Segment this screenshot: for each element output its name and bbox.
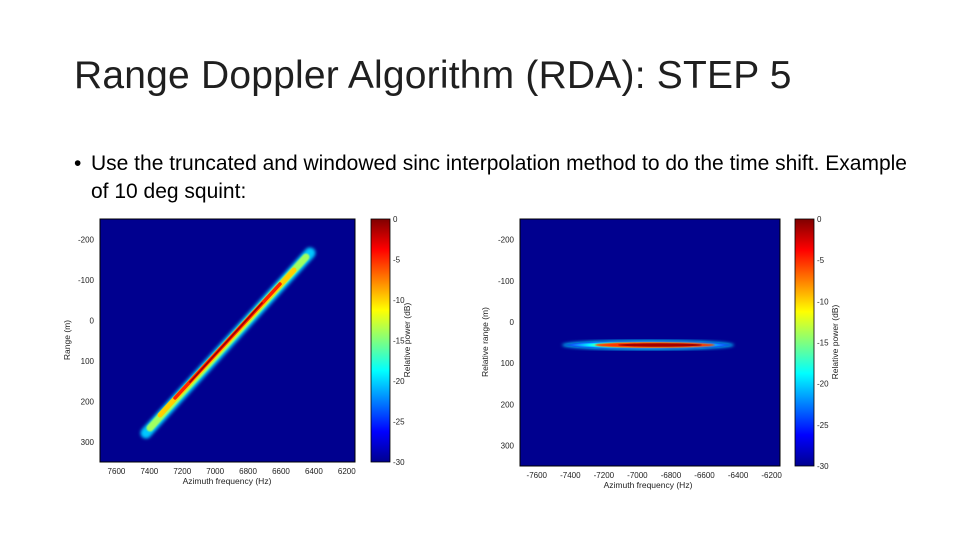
right-y-tick-label: 200 bbox=[501, 400, 515, 409]
right-colorbar bbox=[794, 218, 815, 467]
left-x-tick-label: 7400 bbox=[140, 467, 158, 476]
right-colorbar-tick-label: -20 bbox=[817, 380, 829, 389]
left-colorbar-tick-label: -30 bbox=[393, 458, 405, 467]
right-y-label: Relative range (m) bbox=[480, 307, 490, 377]
right-colorbar-tick-label: -30 bbox=[817, 462, 829, 471]
right-x-tick-label: -6800 bbox=[661, 471, 682, 480]
left-y-tick-label: 0 bbox=[90, 316, 95, 325]
left-colorbar-ticks: 0 -5 -10 -15 -20 -25 -30 bbox=[393, 215, 405, 467]
right-x-ticks: -7600 -7400 -7200 -7000 -6800 -6600 -6400 -6200 bbox=[527, 471, 783, 480]
left-colorbar bbox=[370, 218, 391, 463]
left-y-tick-label: -100 bbox=[78, 276, 95, 285]
left-colorbar-tick-label: -15 bbox=[393, 337, 405, 346]
left-y-tick-label: 200 bbox=[81, 397, 95, 406]
left-colorbar-tick-label: -25 bbox=[393, 418, 405, 427]
right-x-tick-label: -7400 bbox=[560, 471, 581, 480]
right-y-tick-label: -100 bbox=[498, 277, 515, 286]
right-colorbar-ticks: 0 -5 -10 -15 -20 -25 -30 bbox=[817, 215, 829, 471]
left-y-tick-label: 100 bbox=[81, 357, 95, 366]
left-x-tick-label: 7000 bbox=[206, 467, 224, 476]
right-colorbar-tick-label: 0 bbox=[817, 215, 822, 224]
left-y-tick-label: 300 bbox=[81, 438, 95, 447]
right-x-tick-label: -6200 bbox=[761, 471, 782, 480]
left-colorbar-label: Relative power (dB) bbox=[402, 303, 412, 378]
right-x-tick-label: -7000 bbox=[627, 471, 648, 480]
left-x-tick-label: 6200 bbox=[338, 467, 356, 476]
right-colorbar-label: Relative power (dB) bbox=[830, 305, 840, 380]
right-colorbar-tick-label: -10 bbox=[817, 297, 829, 306]
left-x-tick-label: 6600 bbox=[272, 467, 290, 476]
left-y-ticks: -200 -100 0 100 200 300 bbox=[78, 235, 95, 447]
left-y-tick-label: -200 bbox=[78, 235, 95, 244]
right-colorbar-tick-label: -25 bbox=[817, 421, 829, 430]
slide-title: Range Doppler Algorithm (RDA): STEP 5 bbox=[74, 54, 792, 97]
left-x-tick-label: 7200 bbox=[173, 467, 191, 476]
left-x-ticks: 7600 7400 7200 7000 6800 6600 6400 6200 bbox=[108, 467, 357, 476]
right-y-tick-label: -200 bbox=[498, 236, 515, 245]
left-colorbar-tick-label: -5 bbox=[393, 256, 401, 265]
right-x-tick-label: -6600 bbox=[694, 471, 715, 480]
right-y-tick-label: 100 bbox=[501, 359, 515, 368]
left-colorbar-tick-label: -10 bbox=[393, 296, 405, 305]
right-y-ticks: -200 -100 0 100 200 300 bbox=[498, 236, 515, 451]
right-x-tick-label: -7600 bbox=[527, 471, 548, 480]
bullet-dot-icon: • bbox=[74, 152, 82, 175]
left-x-label: Azimuth frequency (Hz) bbox=[183, 476, 272, 486]
left-x-tick-label: 7600 bbox=[108, 467, 126, 476]
right-x-label: Azimuth frequency (Hz) bbox=[604, 480, 693, 490]
bullet-text: Use the truncated and windowed sinc inte… bbox=[91, 152, 907, 203]
right-x-tick-label: -7200 bbox=[594, 471, 615, 480]
left-y-label: Range (m) bbox=[62, 320, 72, 360]
right-y-tick-label: 0 bbox=[510, 318, 515, 327]
left-colorbar-tick-label: 0 bbox=[393, 215, 398, 224]
right-x-tick-label: -6400 bbox=[728, 471, 749, 480]
right-horizontal-feature bbox=[562, 340, 734, 350]
right-y-tick-label: 300 bbox=[501, 441, 515, 450]
right-colorbar-tick-label: -15 bbox=[817, 339, 829, 348]
bullet-point: • Use the truncated and windowed sinc in… bbox=[74, 150, 914, 206]
left-diagonal-feature bbox=[140, 247, 316, 439]
left-x-tick-label: 6800 bbox=[239, 467, 257, 476]
right-colorbar-tick-label: -5 bbox=[817, 256, 825, 265]
left-colorbar-tick-label: -20 bbox=[393, 377, 405, 386]
left-x-tick-label: 6400 bbox=[305, 467, 323, 476]
